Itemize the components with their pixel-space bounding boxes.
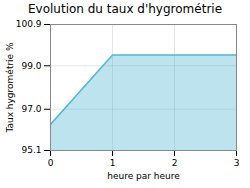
svg-text:2: 2 (172, 158, 178, 168)
svg-text:99.0: 99.0 (21, 61, 41, 71)
svg-text:97.0: 97.0 (21, 104, 41, 114)
svg-text:0: 0 (48, 158, 54, 168)
svg-text:95.1: 95.1 (21, 145, 41, 155)
svg-text:heure par heure: heure par heure (107, 171, 180, 181)
svg-text:1: 1 (110, 158, 116, 168)
svg-text:Taux hygrométrie %: Taux hygrométrie % (5, 42, 15, 134)
html-text:Evolution du taux d'hygrométri: Evolution du taux d'hygrométrie (28, 2, 222, 16)
svg-text:3: 3 (234, 158, 240, 168)
svg-text:100.9: 100.9 (16, 19, 42, 29)
